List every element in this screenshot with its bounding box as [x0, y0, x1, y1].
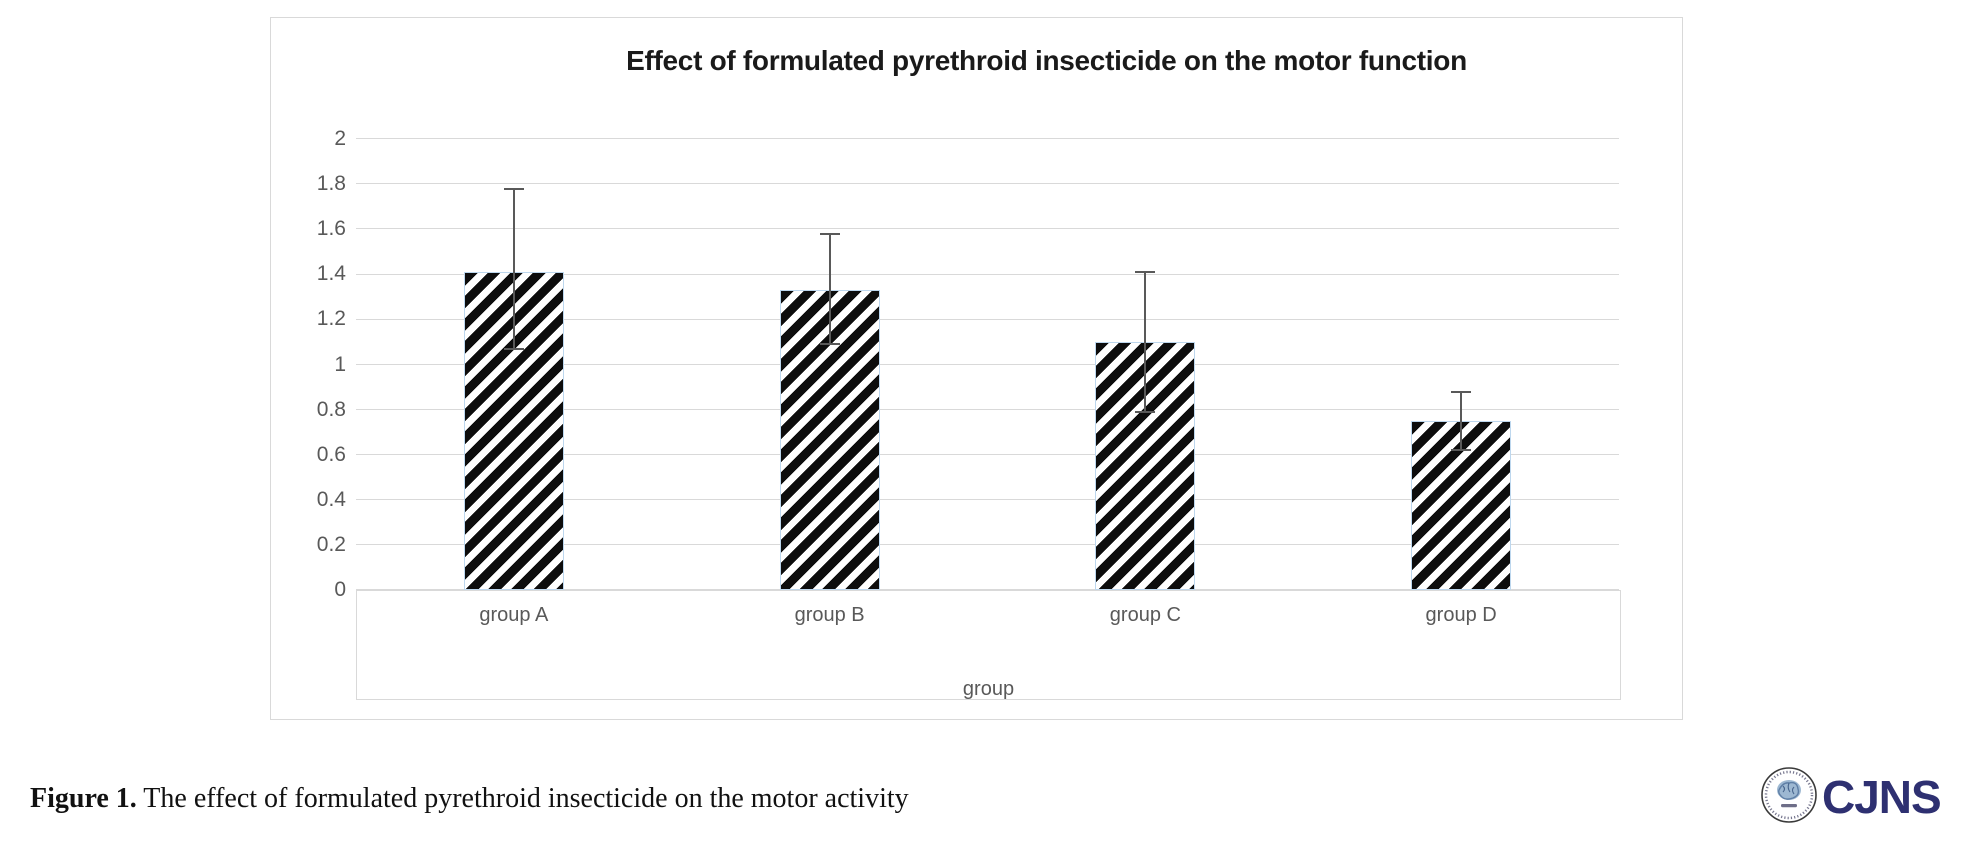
gridline [356, 138, 1619, 140]
error-bar-cap-bottom [819, 343, 840, 346]
category-label: group B [794, 604, 865, 626]
caption-text: The effect of formulated pyrethroid inse… [136, 783, 909, 814]
gridline [356, 318, 1619, 320]
gridline [356, 453, 1619, 455]
error-bar [1144, 272, 1147, 412]
error-bar-cap-top [819, 232, 840, 235]
y-tick-label: 0 [334, 578, 346, 601]
error-bar-cap-top [1135, 271, 1156, 274]
chart-title: Effect of formulated pyrethroid insectic… [626, 45, 1467, 76]
error-bar-cap-bottom [1451, 449, 1472, 452]
y-tick-label: 1 [334, 352, 346, 376]
gridline [356, 273, 1619, 275]
error-bar-cap-top [1451, 390, 1472, 393]
gridline [356, 544, 1619, 546]
category-label: group D [1425, 604, 1497, 626]
journal-logo: CJNS [1760, 766, 1942, 829]
y-tick-label: 0.4 [316, 487, 346, 511]
journal-seal-icon [1760, 766, 1818, 829]
y-tick-label: 1.2 [316, 307, 346, 331]
x-axis-label-box [356, 590, 1621, 700]
gridline [356, 363, 1619, 365]
caption-label: Figure 1. [30, 783, 137, 814]
y-tick-label: 1.8 [316, 172, 346, 196]
error-bar-cap-bottom [1135, 410, 1156, 413]
y-tick-label: 0.6 [316, 442, 346, 466]
y-tick-label: 1.4 [316, 262, 346, 286]
category-label: group A [479, 604, 549, 626]
figure-caption: Figure 1. The effect of formulated pyret… [30, 783, 909, 815]
x-axis-title: group [962, 678, 1015, 700]
error-bar-cap-top [503, 187, 524, 190]
gridline [356, 228, 1619, 230]
category-label: group C [1109, 604, 1181, 626]
gridline [356, 408, 1619, 410]
error-bar-cap-bottom [503, 347, 524, 350]
y-tick-label: 0.2 [316, 532, 346, 556]
y-tick-label: 2 [334, 127, 346, 150]
gridline [356, 499, 1619, 501]
y-tick-label: 0.8 [316, 397, 346, 421]
journal-logo-text: CJNS [1822, 771, 1942, 823]
error-bar [512, 188, 515, 349]
error-bar [828, 233, 831, 345]
gridline [356, 589, 1619, 591]
error-bar [1460, 391, 1463, 451]
y-tick-label: 1.6 [316, 217, 346, 241]
gridline [356, 183, 1619, 185]
chart-frame: Effect of formulated pyrethroid insectic… [270, 17, 1683, 720]
